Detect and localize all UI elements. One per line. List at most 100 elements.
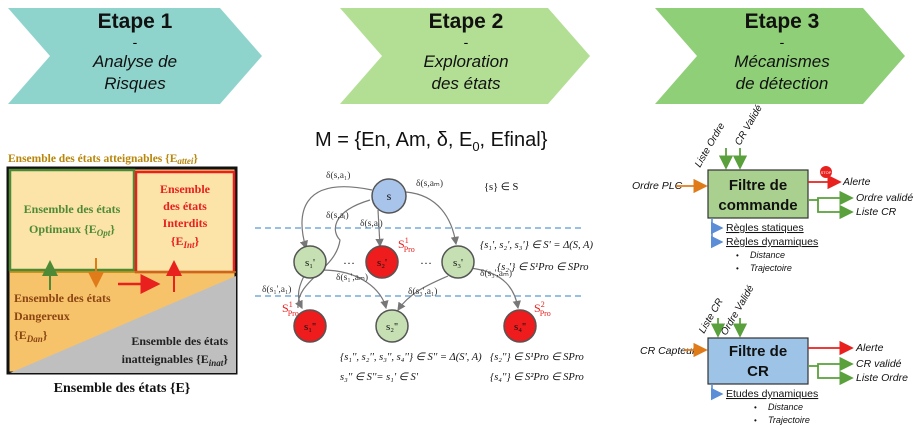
edge-label-8: δ(s₃',aₘ): [480, 268, 512, 279]
cr-filter-title-1: Filtre de: [729, 343, 787, 360]
edge-label-1: δ(s,a₁): [326, 170, 350, 181]
step-1-line2: Risques: [104, 74, 166, 93]
cmd-out-alert-label: Alerte: [842, 176, 871, 188]
optimal-label-1: Ensemble des états: [24, 202, 121, 216]
cr-out2-label: Liste Ordre: [856, 372, 908, 384]
node-s: s: [371, 178, 407, 214]
cmd-bullet-1: Distance: [750, 250, 785, 260]
step-1-shape: [8, 8, 262, 104]
cr-bullet-dot-2: •: [754, 416, 757, 425]
cr-filter-title-2: CR: [747, 363, 769, 380]
node-s1p-label: s₁': [305, 257, 315, 269]
cr-rule-1: Etudes dynamiques: [726, 388, 818, 400]
cr-bullet-dot-1: •: [754, 403, 757, 412]
step-3-title: Etape 3: [745, 10, 820, 33]
dots-1: …: [343, 253, 355, 267]
node-s-circle: [371, 178, 407, 214]
step-3-line1: Mécanismes: [734, 52, 830, 71]
relation-3: {s₁'', s₂'', s₃'', s₄''} ∈ S'' = Δ(S', A…: [340, 352, 482, 363]
edge-label-4: δ(s,aᵢ): [360, 218, 383, 229]
edge-label-7: δ(s₃',a₁): [408, 286, 437, 297]
forbidden-label-4: {EInt}: [171, 234, 200, 250]
cr-out-alert-label: Alerte: [855, 342, 884, 354]
edge-s-s3p: [405, 191, 460, 246]
node-s2p: s₂': [365, 245, 399, 279]
edge-s3p-s4pp: [469, 267, 521, 310]
node-s3p-circle: [441, 245, 475, 279]
relation-4: {s₂''} ∈ S¹Pro ∈ SPro: [490, 352, 584, 363]
s-set-label: {s} ∈ S: [484, 182, 519, 193]
node-s-label: s: [387, 189, 392, 203]
relation-1: {s₁', s₂', s₃'} ∈ S' = Δ(S, A): [480, 240, 593, 251]
unreachable-region: [10, 276, 236, 373]
unreachable-label-2: inatteignables {Einat}: [122, 352, 229, 368]
node-s2pp-label: s₂'': [386, 321, 398, 333]
edge-s-s2p: [375, 209, 384, 248]
cmd-filter-title-1: Filtre de: [729, 177, 787, 194]
node-s3p: s₃': [441, 245, 475, 279]
relation-2: {s₂'} ∈ S¹Pro ∈ SPro: [497, 262, 589, 273]
node-s4pp-label: s₄'': [514, 321, 526, 333]
cr-out1-label: CR validé: [856, 358, 902, 370]
edge-s3p-s2pp: [397, 275, 449, 311]
cmd-out2-arrow: [817, 200, 854, 220]
cmd-out1-arrow: [808, 190, 854, 206]
cr-bullet-1: Distance: [768, 402, 803, 412]
cmd-rule-2: Règles dynamiques: [726, 236, 818, 248]
risk-diagram: Ensemble des états atteignables {Eattei}…: [6, 153, 238, 396]
edge-s-loop: [297, 199, 371, 309]
node-s1pp: s₁'': [293, 309, 327, 343]
optimal-label-2: Optimaux {EOpt}: [29, 222, 115, 238]
command-filter: Liste Ordre CR Validé Ordre PLC Filtre d…: [632, 103, 913, 273]
cmd-bullet-dot-2: •: [736, 264, 739, 273]
node-s2pp: s₂'': [375, 309, 409, 343]
node-s1p-circle: [293, 245, 327, 279]
cmd-bullet-dot-1: •: [736, 251, 739, 260]
reachable-set-label: Ensemble des états atteignables {Eattei}: [8, 153, 198, 166]
step-1-line1: Analyse de: [92, 52, 177, 71]
edge-s1p-s2pp: [321, 269, 389, 310]
cmd-out2-label: Liste CR: [856, 206, 897, 218]
forbidden-states-box: [134, 170, 236, 274]
cmd-bullet-2: Trajectoire: [750, 263, 792, 273]
node-s1pp-circle: [293, 309, 327, 343]
forbidden-label-1: Ensemble: [160, 182, 211, 196]
dots-2: …: [420, 253, 432, 267]
cmd-filter-title-2: commande: [718, 197, 797, 214]
spro-1-label-a: S1 Pro: [398, 236, 415, 254]
node-s2pp-circle: [375, 309, 409, 343]
edge-label-5: δ(s₁',a₁): [262, 284, 291, 295]
cr-in-top2-label: Ordre Validé: [719, 283, 757, 337]
forbidden-label-2: des états: [163, 199, 207, 213]
step-2-dash: -: [464, 34, 469, 50]
danger-label-1: Ensemble des états: [14, 291, 111, 305]
cmd-in-top1-label: Liste Ordre: [693, 121, 727, 170]
step-2-chevron: Etape 2 - Exploration des états: [340, 8, 590, 104]
node-s4pp-circle: [503, 309, 537, 343]
node-s3p-label: s₃': [453, 257, 463, 269]
cmd-filter-box: [707, 169, 809, 219]
model-formula: M = {En, Am, δ, E0, Efinal}: [315, 129, 548, 154]
spro-2-label: S2 Pro: [534, 300, 551, 318]
relation-6: {s₄''} ∈ S²Pro ∈ SPro: [490, 372, 584, 383]
step-2-line2: des états: [432, 74, 501, 93]
cmd-rule-1: Règles statiques: [726, 222, 804, 234]
step-2-shape: [340, 8, 590, 104]
cr-filter-box: [707, 337, 809, 385]
edge-label-2: δ(s,aᵢ): [326, 210, 349, 221]
node-s1pp-label: s₁'': [304, 321, 316, 333]
step-3-shape: [655, 8, 905, 104]
stop-icon: [820, 166, 832, 178]
cmd-in-top2-label: CR Validé: [733, 103, 765, 148]
step-1-title: Etape 1: [98, 10, 173, 33]
unreachable-label-1: Ensemble des états: [131, 334, 228, 348]
state-exploration: M = {En, Am, δ, E0, Efinal} δ(s,a₁) δ(s,…: [255, 129, 593, 383]
cmd-rule-arrow: [710, 218, 724, 249]
all-states-label: Ensemble des états {E}: [54, 381, 191, 396]
cr-in-left-label: CR Capteurs: [640, 345, 701, 357]
edge-label-6: δ(s₁',aₘ): [336, 272, 368, 283]
danger-label-3: {EDan}: [14, 328, 48, 344]
edge-s1p-s1pp: [295, 275, 305, 310]
step-2-title: Etape 2: [429, 10, 504, 33]
